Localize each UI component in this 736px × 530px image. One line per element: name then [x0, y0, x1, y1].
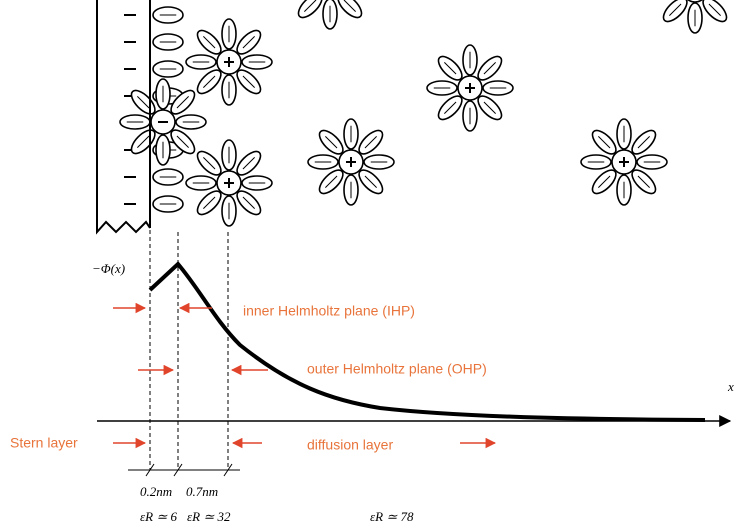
- dipole: [598, 136, 611, 149]
- water: [702, 0, 728, 23]
- ion-sign: [224, 178, 234, 188]
- x-label: x: [727, 379, 734, 394]
- dipole: [325, 175, 338, 188]
- dipole: [304, 0, 317, 12]
- dipole: [637, 136, 650, 149]
- distance: 0.2nm: [140, 484, 172, 499]
- permittivity: εR ≃ 6: [140, 509, 177, 524]
- permittivity: εR ≃ 78: [370, 509, 414, 524]
- arrows: [113, 302, 497, 449]
- water: [337, 0, 363, 19]
- ohp-label: outer Helmholtz plane (OHP): [307, 361, 487, 377]
- ions: [119, 0, 728, 227]
- dipole: [242, 75, 255, 88]
- dipole: [483, 101, 496, 114]
- ion-sign: [619, 157, 629, 167]
- potential-label: −Φ(x): [92, 261, 125, 276]
- dipole: [176, 135, 189, 148]
- dipole: [203, 196, 216, 209]
- dipole: [444, 101, 457, 114]
- dipole: [137, 135, 150, 148]
- electrode: [96, 0, 151, 235]
- water: [662, 0, 688, 23]
- diffusion-label: diffusion layer: [307, 437, 393, 453]
- dipole: [242, 196, 255, 209]
- ion-sign: [224, 57, 234, 67]
- dipole: [325, 136, 338, 149]
- ion: [687, 0, 703, 3]
- dipole: [637, 175, 650, 188]
- dipole: [444, 62, 457, 75]
- dipole: [242, 36, 255, 49]
- dipole: [176, 96, 189, 109]
- water: [297, 0, 323, 19]
- potential-curve: [148, 261, 706, 422]
- ion-sign: [346, 157, 356, 167]
- distance-scale: [128, 463, 240, 477]
- distance: 0.7nm: [186, 484, 218, 499]
- dipole: [203, 75, 216, 88]
- dipole: [343, 0, 356, 12]
- dipole: [364, 136, 377, 149]
- dipole: [483, 62, 496, 75]
- permittivity: εR ≃ 32: [187, 509, 231, 524]
- dipole: [137, 96, 150, 109]
- stern-label: Stern layer: [10, 435, 78, 451]
- dipole: [203, 36, 216, 49]
- dipole: [203, 157, 216, 170]
- ihp-label: inner Helmholtz plane (IHP): [243, 303, 415, 319]
- plane-lines: [149, 230, 229, 470]
- dipole: [364, 175, 377, 188]
- ion-sign: [465, 83, 475, 93]
- dipole: [598, 175, 611, 188]
- dipole: [708, 3, 721, 16]
- dipole: [669, 3, 682, 16]
- dipole: [242, 157, 255, 170]
